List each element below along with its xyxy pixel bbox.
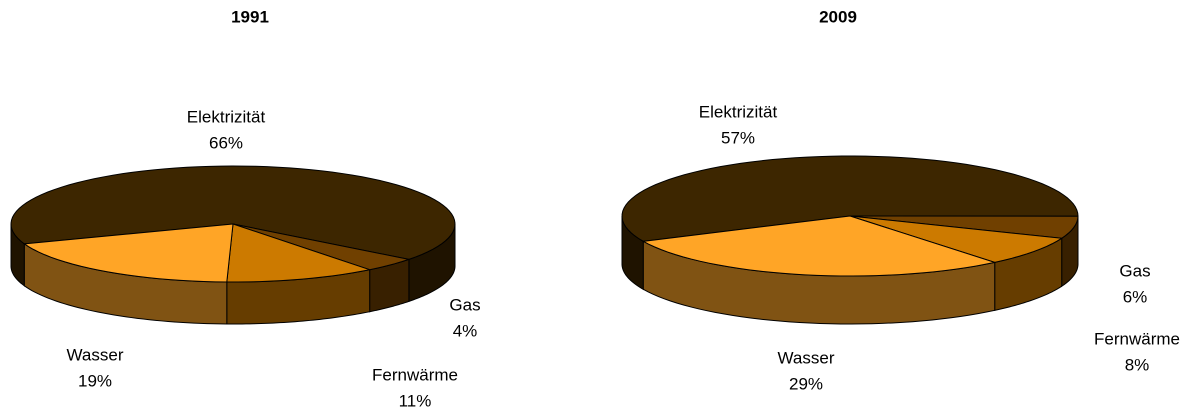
slice-label: Fernwärme [1094,329,1180,348]
slice-value-label: 4% [453,321,478,340]
slice-value-label: 6% [1123,287,1148,306]
slice-label: Gas [1119,261,1150,280]
slice-label: Wasser [778,348,835,367]
chart-title: 2009 [819,7,857,26]
slice [621,155,1079,242]
slice-value-label: 8% [1125,355,1150,374]
slice-label: Gas [449,295,480,314]
slice-value-label: 57% [721,128,755,147]
slice-label: Elektrizität [699,102,778,121]
chart-title: 1991 [231,7,269,26]
slice-value-label: 29% [789,374,823,393]
slice-value-label: 11% [399,391,432,409]
slice [22,223,234,283]
slice [226,223,372,283]
slice-label: Fernwärme [372,365,458,384]
slice [849,215,1064,263]
slice-value-label: 19% [78,371,112,390]
slice [10,165,456,260]
slice-label: Elektrizität [187,107,266,126]
slice [641,215,997,277]
slice-value-label: 66% [209,133,243,152]
slice [232,223,411,271]
slice-label: Wasser [67,345,124,364]
